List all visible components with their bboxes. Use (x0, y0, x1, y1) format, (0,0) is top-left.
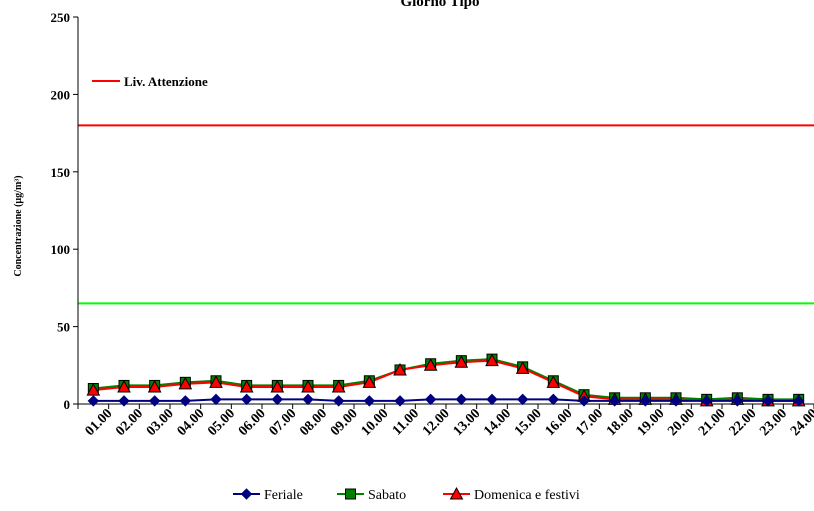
x-tick-label: 02.00 (113, 406, 146, 439)
data-point-feriale (210, 393, 222, 406)
data-point-domenica-e-festivi (178, 376, 193, 390)
x-tick-label: 22.00 (727, 406, 760, 439)
data-point-domenica-e-festivi (301, 379, 315, 393)
chart-title: Giorno Tipo (400, 0, 479, 10)
x-tick-label: 01.00 (83, 406, 116, 439)
series-line-sabato (93, 358, 799, 401)
data-point-domenica-e-festivi (454, 355, 469, 368)
data-point-feriale (578, 395, 590, 407)
y-tick-label: 0 (64, 397, 71, 412)
x-tick-label: 24.00 (788, 406, 814, 439)
series-lines (93, 358, 799, 402)
x-tick-label: 10.00 (359, 406, 392, 439)
data-point-feriale (731, 395, 744, 407)
data-point-feriale (762, 395, 774, 407)
data-point-feriale (271, 393, 284, 406)
data-point-feriale (302, 393, 314, 406)
x-tick-label: 05.00 (205, 406, 238, 439)
x-tick-label: 18.00 (604, 406, 637, 439)
legend-marker-domenica-e-festivi (449, 486, 464, 500)
data-point-feriale (148, 395, 161, 407)
data-point-domenica-e-festivi (147, 379, 162, 393)
data-point-domenica-e-festivi (515, 361, 530, 374)
data-point-feriale (118, 395, 130, 407)
legend-label-domenica-e-festivi: Domenica e festivi (474, 488, 580, 503)
data-point-domenica-e-festivi (546, 375, 561, 388)
y-tick-label: 150 (51, 165, 71, 180)
x-tick-label: 11.00 (390, 406, 422, 438)
data-point-domenica-e-festivi (485, 353, 499, 367)
data-point-domenica-e-festivi (117, 379, 131, 393)
data-point-feriale (240, 393, 253, 406)
y-tick-label: 50 (57, 320, 70, 335)
series-markers (86, 353, 806, 407)
x-tick-label: 13.00 (451, 406, 484, 439)
reference-legend-label: Liv. Attenzione (124, 74, 208, 89)
x-tick-label: 09.00 (328, 406, 361, 439)
data-point-feriale (486, 393, 498, 406)
x-tick-label: 06.00 (236, 406, 269, 439)
reference-line-legend: Liv. Attenzione (92, 74, 208, 89)
x-tick-label: 07.00 (267, 406, 300, 439)
x-tick-label: 08.00 (297, 406, 330, 439)
data-point-domenica-e-festivi (331, 379, 346, 393)
data-point-domenica-e-festivi (393, 362, 407, 376)
legend-marker-sabato (345, 488, 356, 500)
data-point-feriale (363, 395, 376, 407)
y-tick-label: 100 (51, 242, 71, 257)
y-axis-label: Concentrazione (µg/m³) (13, 175, 24, 276)
x-ticks: 01.0002.0003.0004.0005.0006.0007.0008.00… (77, 404, 814, 439)
x-tick-label: 21.00 (696, 406, 729, 439)
data-point-feriale (547, 393, 560, 406)
x-tick-label: 04.00 (175, 406, 208, 439)
data-point-domenica-e-festivi (423, 358, 438, 371)
x-tick-label: 17.00 (573, 406, 606, 439)
x-tick-label: 16.00 (543, 406, 576, 439)
x-tick-label: 12.00 (420, 406, 453, 439)
reference-lines (78, 124, 814, 305)
x-tick-label: 15.00 (512, 406, 545, 439)
data-point-feriale (700, 395, 713, 407)
data-point-feriale (424, 393, 437, 406)
data-point-feriale (394, 395, 406, 407)
x-tick-label: 19.00 (635, 406, 668, 439)
legend: Feriale Sabato Domenica e festivi (233, 486, 580, 503)
data-point-domenica-e-festivi (86, 383, 101, 396)
data-point-domenica-e-festivi (362, 375, 377, 388)
y-ticks: 0 50 100 150 200 250 (51, 10, 78, 412)
data-point-feriale (332, 395, 345, 407)
x-tick-label: 20.00 (665, 406, 698, 439)
data-point-feriale (792, 395, 805, 407)
data-point-feriale (639, 395, 652, 407)
legend-marker-feriale (240, 488, 253, 500)
x-tick-label: 23.00 (757, 406, 790, 439)
x-tick-label: 14.00 (481, 406, 514, 439)
y-tick-label: 200 (51, 87, 71, 102)
x-tick-label: 03.00 (144, 406, 177, 439)
data-point-feriale (670, 395, 682, 407)
data-point-feriale (179, 395, 192, 407)
data-point-feriale (608, 395, 621, 407)
y-tick-label: 250 (51, 10, 71, 25)
data-point-domenica-e-festivi (270, 379, 285, 393)
legend-label-sabato: Sabato (368, 488, 406, 503)
data-point-feriale (87, 395, 100, 407)
data-point-feriale (516, 393, 529, 406)
data-point-domenica-e-festivi (239, 379, 254, 393)
legend-label-feriale: Feriale (264, 488, 303, 503)
data-point-domenica-e-festivi (209, 375, 223, 388)
data-point-feriale (455, 393, 468, 406)
